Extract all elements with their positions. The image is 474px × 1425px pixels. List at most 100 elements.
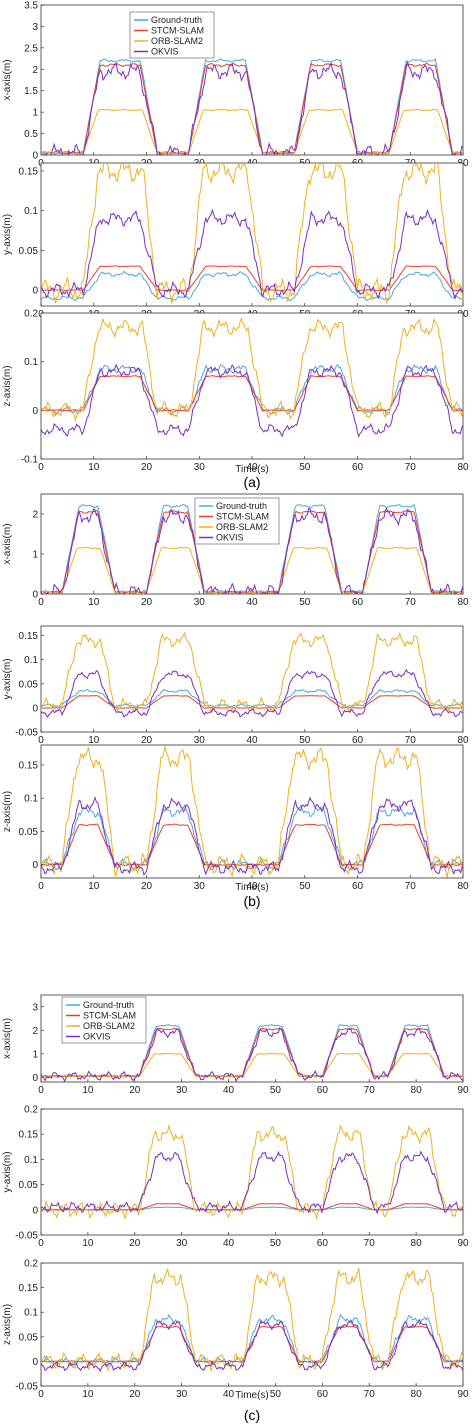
- y-tick-label: -0.05: [15, 1382, 38, 1393]
- y-tick-label: 3: [32, 22, 38, 33]
- x-tick-label: 70: [405, 735, 417, 746]
- series-line-stcm-slam: [41, 695, 463, 709]
- x-tick-label: 70: [364, 1389, 376, 1400]
- y-tick-label: 1: [32, 108, 38, 119]
- subplot-2-3: 0 10 20 30 40 50 60 70 80 0 0.05 0.1 0.15 z-axis(m): [2, 744, 469, 892]
- series-line-ground-truth: [41, 363, 463, 417]
- y-tick-label: 0.05: [19, 679, 39, 690]
- x-tick-label: 0: [38, 1238, 44, 1249]
- legend-label: OKVIS: [216, 533, 244, 543]
- y-tick-label: 0.1: [24, 357, 38, 368]
- x-tick-label: 30: [194, 735, 206, 746]
- y-tick-label: 0.05: [19, 1180, 39, 1191]
- x-tick-label: 90: [457, 1238, 469, 1249]
- x-tick-label: 0: [38, 597, 44, 608]
- y-tick-label: -0.05: [15, 728, 38, 739]
- panel-label: (c): [244, 1407, 260, 1423]
- x-tick-label: 40: [223, 1389, 235, 1400]
- x-tick-label: 50: [270, 1238, 282, 1249]
- x-tick-label: 40: [246, 881, 258, 892]
- y-tick-label: 0.1: [24, 206, 38, 217]
- x-tick-label: 70: [405, 462, 417, 473]
- x-tick-label: 0: [38, 462, 44, 473]
- x-tick-label: 30: [176, 1238, 188, 1249]
- y-tick-label: 0.1: [24, 655, 38, 666]
- x-tick-label: 0: [38, 881, 44, 892]
- subplot-1-1: 0102030405060708000.511.522.533.5x-axis(…: [2, 1, 469, 170]
- y-tick-label: 0: [32, 1073, 38, 1084]
- y-tick-label: 0.1: [24, 794, 38, 805]
- x-tick-label: 20: [129, 1389, 141, 1400]
- x-tick-label: 20: [129, 1085, 141, 1096]
- x-axis-label: Time(s): [235, 882, 269, 893]
- series-line-orb-slam2: [41, 1267, 463, 1372]
- x-tick-label: 80: [411, 1085, 423, 1096]
- y-tick-label: 0: [32, 860, 38, 871]
- series-line-stcm-slam: [41, 375, 463, 412]
- x-tick-label: 30: [176, 1085, 188, 1096]
- x-tick-label: 20: [129, 1238, 141, 1249]
- series-line-orb-slam2: [41, 316, 463, 422]
- x-tick-label: 20: [141, 462, 153, 473]
- series-line-ground-truth: [41, 688, 463, 708]
- y-tick-label: 0.05: [19, 246, 39, 257]
- y-tick-label: 2.5: [24, 43, 38, 54]
- x-axis-label: Time(s): [235, 1390, 269, 1401]
- x-tick-label: 60: [317, 1389, 329, 1400]
- y-axis-label: x-axis(m): [2, 1018, 13, 1059]
- x-tick-label: 40: [246, 735, 258, 746]
- x-tick-label: 0: [38, 1389, 44, 1400]
- y-tick-label: 2: [32, 1026, 38, 1037]
- chart-group-1: 0 10 20 30 40 50 60 70 80 0 0.5 1 1.5 2 2.5 3 3.5 x-axis(…: [2, 1, 469, 491]
- y-tick-label: 1: [32, 1049, 38, 1060]
- x-tick-label: 10: [82, 1238, 94, 1249]
- series-line-okvis: [41, 668, 463, 719]
- series-line-stcm-slam: [41, 1203, 463, 1211]
- legend-label: ORB-SLAM2: [83, 1021, 135, 1031]
- y-tick-label: 0.1: [24, 1308, 38, 1319]
- y-axis-label: y-axis(m): [2, 214, 13, 255]
- x-tick-label: 80: [457, 462, 469, 473]
- x-tick-label: 90: [457, 1389, 469, 1400]
- axes-box: [40, 744, 464, 879]
- series-line-okvis: [41, 1318, 463, 1373]
- y-tick-label: 0.15: [19, 631, 39, 642]
- series-line-orb-slam2: [41, 108, 463, 155]
- x-tick-label: 50: [299, 462, 311, 473]
- panel-label: (a): [243, 474, 260, 490]
- legend-label: OKVIS: [83, 1032, 111, 1042]
- x-tick-label: 50: [270, 1389, 282, 1400]
- y-axis-label: x-axis(m): [2, 59, 13, 100]
- panel-label: (b): [243, 893, 260, 909]
- x-tick-label: 60: [352, 735, 364, 746]
- x-tick-label: 10: [88, 735, 100, 746]
- legend-label: Ground-truth: [83, 1000, 134, 1010]
- series-line-okvis: [41, 363, 463, 438]
- x-tick-label: 80: [457, 735, 469, 746]
- axes-box: [40, 4, 464, 156]
- y-tick-label: -0.1: [21, 455, 39, 466]
- y-tick-label: 0.15: [19, 760, 39, 771]
- y-tick-label: 0.15: [19, 166, 39, 177]
- y-tick-label: -0.05: [15, 1231, 38, 1242]
- axes-box: [40, 1108, 464, 1236]
- x-tick-label: 0: [38, 1085, 44, 1096]
- y-tick-label: 1.5: [24, 86, 38, 97]
- series-line-okvis: [41, 507, 463, 594]
- y-tick-label: 2: [32, 510, 38, 521]
- y-tick-label: 0.15: [19, 1283, 39, 1294]
- series-line-okvis: [43, 60, 463, 155]
- x-tick-label: 40: [223, 1238, 235, 1249]
- y-axis-label: z-axis(m): [2, 1304, 13, 1345]
- legend-label: Ground-truth: [151, 15, 202, 25]
- y-axis-label: y-axis(m): [2, 1151, 13, 1192]
- x-tick-label: 50: [299, 881, 311, 892]
- subplot-2-2: 0 10 20 30 40 50 60 70 80-0.0500.050.10.15y-axis…: [2, 625, 469, 746]
- y-tick-label: 0.5: [24, 129, 38, 140]
- x-tick-label: 80: [411, 1238, 423, 1249]
- y-axis-label: z-axis(m): [2, 791, 13, 832]
- y-axis-label: x-axis(m): [2, 523, 13, 564]
